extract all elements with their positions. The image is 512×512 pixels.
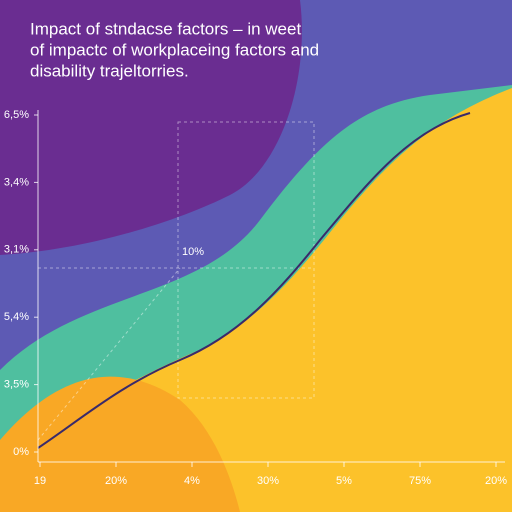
- y-tick-label: 6,5%: [4, 109, 29, 121]
- orange-area: [0, 376, 240, 512]
- y-tick-label: 3,4%: [4, 176, 29, 188]
- guide-line: [37, 267, 181, 441]
- x-tick-label: 5%: [336, 475, 352, 487]
- highlight-box: [177, 121, 315, 399]
- chart-title: disability trajeltorries.: [30, 61, 189, 80]
- x-tick-label: 75%: [409, 475, 431, 487]
- purple-area: [0, 0, 302, 255]
- annotation: 10%: [182, 246, 204, 258]
- y-tick-label: 5,4%: [4, 311, 29, 323]
- x-tick-label: 20%: [105, 475, 127, 487]
- y-tick-label: 3,5%: [4, 379, 29, 391]
- y-tick-label: 0%: [13, 446, 29, 458]
- x-tick-label: 30%: [257, 475, 279, 487]
- x-tick-label: 19: [34, 475, 46, 487]
- x-tick-label: 4%: [184, 475, 200, 487]
- trend-line: [37, 112, 471, 449]
- chart-title: Impact of stndacse factors – in weet: [30, 19, 301, 38]
- y-tick-label: 3,1%: [4, 244, 29, 256]
- chart-title: of impactc of workplaceing factors and: [30, 40, 319, 59]
- x-tick-label: 20%: [485, 475, 507, 487]
